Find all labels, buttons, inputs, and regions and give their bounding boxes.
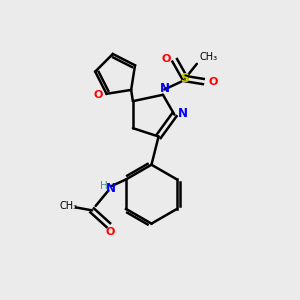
- Text: O: O: [208, 76, 218, 86]
- Text: O: O: [105, 226, 115, 237]
- Text: CH₃: CH₃: [59, 201, 78, 211]
- Text: H: H: [100, 181, 108, 191]
- Text: O: O: [94, 90, 103, 100]
- Text: N: N: [178, 107, 188, 120]
- Text: N: N: [159, 82, 170, 95]
- Text: CH₃: CH₃: [200, 52, 218, 62]
- Text: S: S: [181, 72, 190, 85]
- Text: N: N: [106, 182, 116, 195]
- Text: O: O: [161, 54, 171, 64]
